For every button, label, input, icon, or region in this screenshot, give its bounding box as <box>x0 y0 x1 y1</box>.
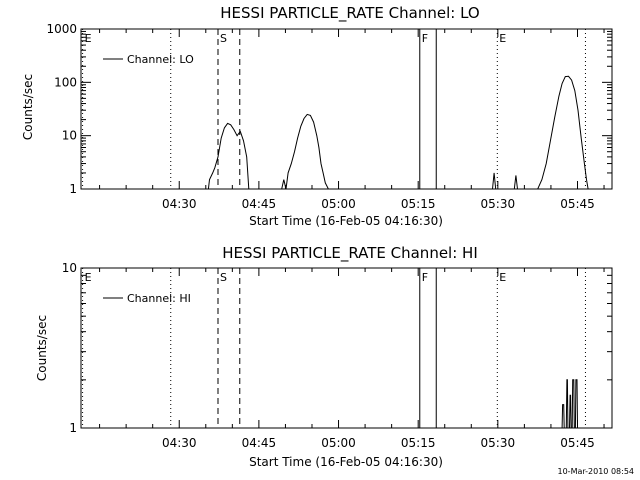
x-tick-label: 05:45 <box>560 436 595 450</box>
event-marker-label: E <box>85 32 92 45</box>
event-marker-label: E <box>499 32 506 45</box>
series-line-hi <box>561 379 578 429</box>
chart-title-hi: HESSI PARTICLE_RATE Channel: HI <box>222 244 478 263</box>
x-tick-label: 05:00 <box>321 197 356 211</box>
y-axis-label-hi: Counts/sec <box>35 315 49 381</box>
plot-area-hi: 04:30 04:45 05:00 05:15 05:30 05:45 1 10 E S F E Cha… <box>62 261 613 450</box>
y-tick-label: 10 <box>62 129 77 143</box>
x-tick-label: 05:45 <box>560 197 595 211</box>
x-tick-label: 04:30 <box>162 436 197 450</box>
x-axis-label-hi: Start Time (16-Feb-05 04:16:30) <box>249 455 443 469</box>
x-tick-label: 04:45 <box>242 197 277 211</box>
x-tick-label: 04:30 <box>162 197 197 211</box>
event-marker-label: E <box>499 271 506 284</box>
legend-label: Channel: LO <box>127 53 194 66</box>
y-tick-label: 10 <box>62 261 77 275</box>
y-tick-label: 100 <box>54 75 77 89</box>
y-tick-label: 1000 <box>46 22 77 36</box>
panel-channel-hi: HESSI PARTICLE_RATE Channel: HI 04:30 04:… <box>35 244 613 469</box>
event-marker-label: F <box>422 32 428 45</box>
chart-title-lo: HESSI PARTICLE_RATE Channel: LO <box>220 4 479 23</box>
event-marker-label: S <box>220 32 227 45</box>
generation-timestamp: 10-Mar-2010 08:54 <box>557 467 635 476</box>
x-tick-label: 05:30 <box>481 197 516 211</box>
x-tick-label: 05:30 <box>481 436 516 450</box>
event-marker-label: S <box>220 271 227 284</box>
legend-label: Channel: HI <box>127 292 191 305</box>
event-marker-label: E <box>85 271 92 284</box>
y-axis-label-lo: Counts/sec <box>21 74 35 140</box>
plot-frame-hi <box>80 267 613 429</box>
x-tick-label: 05:15 <box>401 436 436 450</box>
series-line-lo <box>200 75 589 190</box>
x-tick-label: 05:15 <box>401 197 436 211</box>
event-marker-label: F <box>422 271 428 284</box>
plot-area-lo: 04:30 04:45 05:00 05:15 05:30 05:45 1 10 100 1000… <box>46 22 613 211</box>
x-tick-label: 05:00 <box>321 436 356 450</box>
panel-channel-lo: HESSI PARTICLE_RATE Channel: LO 04:30 04:… <box>21 4 613 228</box>
y-tick-label: 1 <box>69 182 77 196</box>
y-tick-label: 1 <box>69 421 77 435</box>
x-axis-label-lo: Start Time (16-Feb-05 04:16:30) <box>249 214 443 228</box>
x-tick-label: 04:45 <box>242 436 277 450</box>
